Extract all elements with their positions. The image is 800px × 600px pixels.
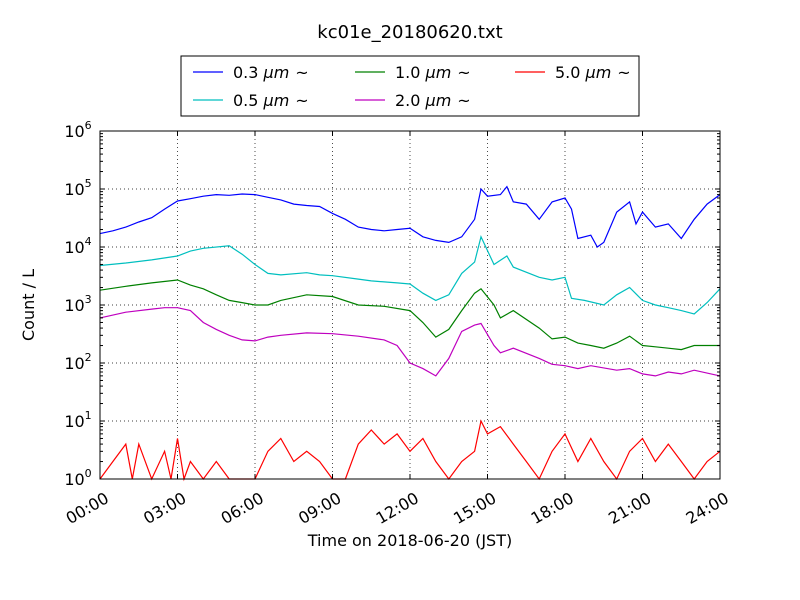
legend-label: 1.0 μm ~ [395, 63, 471, 82]
legend-label: 2.0 μm ~ [395, 91, 471, 110]
x-tick-label: 09:00 [295, 488, 344, 528]
series-line-4 [99, 419, 721, 482]
x-tick-label: 15:00 [450, 488, 499, 528]
legend-box [180, 55, 640, 117]
x-axis-label: Time on 2018-06-20 (JST) [307, 531, 512, 550]
x-tick-label: 21:00 [605, 488, 654, 528]
chart-title: kc01e_20180620.txt [317, 22, 502, 43]
series-group [99, 185, 721, 482]
legend-label: 0.5 μm ~ [233, 91, 309, 110]
y-tick-label: 106 [64, 119, 91, 141]
y-tick-label: 105 [64, 177, 91, 199]
x-tick-label: 24:00 [683, 488, 732, 528]
legend: 0.3 μm ~ 1.0 μm ~ 5.0 μm ~ 0.5 μm ~ 2.0 μm ~ [180, 55, 640, 117]
y-tick-label: 100 [64, 467, 91, 489]
series-line-3 [99, 307, 721, 377]
series-line-1 [99, 235, 721, 315]
y-tick-label: 103 [64, 293, 91, 315]
legend-label: 5.0 μm ~ [555, 63, 631, 82]
x-tick-label: 18:00 [528, 488, 577, 528]
y-tick-label: 102 [64, 351, 91, 373]
y-axis-ticks: 100 101 102 103 104 105 106 [64, 119, 720, 489]
y-tick-label: 104 [64, 235, 91, 257]
x-tick-label: 00:00 [63, 488, 112, 528]
x-tick-label: 06:00 [218, 488, 267, 528]
series-line-0 [99, 185, 721, 248]
y-axis-label: Count / L [19, 269, 38, 341]
grid [100, 131, 720, 479]
series-line-2 [99, 279, 720, 351]
x-tick-label: 12:00 [373, 488, 422, 528]
legend-label: 0.3 μm ~ [233, 63, 309, 82]
y-tick-label: 101 [64, 409, 91, 431]
x-tick-label: 03:00 [140, 488, 189, 528]
plot-area: 00:00 03:00 06:00 09:00 12:00 15:00 18:00 21:00… [63, 119, 732, 528]
